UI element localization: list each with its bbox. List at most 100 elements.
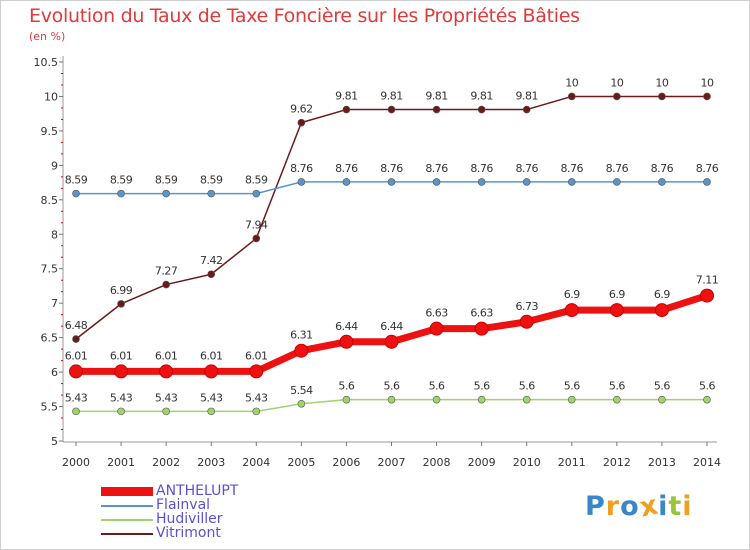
- series-line-vitrimont: [75, 95, 707, 340]
- data-label-flainval: 8.76: [425, 162, 448, 175]
- data-label-vitrimont: 9.62: [290, 103, 313, 116]
- data-label-anthelupt: 6.9: [609, 288, 625, 301]
- data-point-flainval: [658, 178, 666, 186]
- y-tick-label: 8.5: [41, 194, 59, 207]
- y-tick-label: 5.5: [41, 401, 59, 414]
- data-point-flainval: [432, 178, 441, 186]
- data-point-flainval: [567, 178, 576, 186]
- legend-label: Flainval: [156, 497, 211, 513]
- data-point-anthelupt: [384, 334, 399, 349]
- data-point-flainval: [72, 189, 80, 198]
- data-point-anthelupt: [429, 321, 444, 336]
- data-label-anthelupt: 6.31: [290, 329, 313, 342]
- y-tick-label: 6.5: [41, 332, 59, 345]
- data-label-flainval: 8.76: [380, 162, 403, 175]
- legend-swatch: [101, 487, 153, 496]
- data-point-flainval: [297, 178, 306, 186]
- data-label-flainval: 8.76: [335, 162, 358, 175]
- data-point-anthelupt: [564, 303, 579, 318]
- data-point-flainval: [252, 189, 261, 198]
- y-tick-label: 6: [51, 366, 58, 379]
- data-label-vitrimont: 10: [655, 76, 668, 89]
- data-label-anthelupt: 6.44: [380, 320, 403, 333]
- data-label-hudiviller: 5.43: [110, 391, 133, 404]
- x-tick-label: 2001: [107, 456, 135, 469]
- data-point-hudiviller: [658, 395, 666, 404]
- data-label-flainval: 8.76: [561, 162, 584, 175]
- legend-item-hudiviller: Hudiviller: [101, 511, 361, 528]
- data-point-flainval: [342, 178, 351, 186]
- data-label-vitrimont: 9.81: [515, 90, 538, 103]
- data-label-hudiviller: 5.6: [654, 380, 670, 393]
- data-label-hudiviller: 5.6: [519, 380, 535, 393]
- data-label-flainval: 8.59: [200, 174, 223, 187]
- data-label-hudiviller: 5.43: [200, 391, 223, 404]
- x-tick-label: 2011: [558, 456, 586, 469]
- data-label-flainval: 8.76: [606, 162, 629, 175]
- data-point-flainval: [117, 189, 125, 198]
- data-label-hudiviller: 5.43: [65, 391, 88, 404]
- legend-item-flainval: Flainval: [101, 497, 361, 514]
- x-tick-label: 2007: [378, 456, 406, 469]
- logo-letter: i: [682, 491, 693, 522]
- x-tick-label: 2000: [62, 456, 90, 469]
- x-tick-label: 2008: [423, 456, 451, 469]
- data-label-hudiviller: 5.43: [245, 391, 268, 404]
- data-point-hudiviller: [432, 395, 441, 404]
- data-label-anthelupt: 6.01: [155, 349, 178, 362]
- legend-swatch: [101, 533, 153, 535]
- logo-letter: o: [620, 491, 640, 522]
- data-point-vitrimont: [252, 234, 261, 243]
- data-label-flainval: 8.59: [155, 174, 178, 187]
- legend-item-anthelupt: ANTHELUPT: [101, 483, 361, 500]
- data-point-hudiviller: [522, 395, 531, 404]
- data-point-vitrimont: [658, 92, 666, 101]
- y-tick-label: 8: [51, 228, 58, 241]
- data-point-anthelupt: [159, 364, 174, 379]
- data-label-anthelupt: 6.63: [425, 307, 448, 320]
- data-point-vitrimont: [162, 280, 170, 289]
- data-label-anthelupt: 6.01: [110, 349, 133, 362]
- chart-unit-label: (en %): [29, 30, 66, 43]
- legend-label: Vitrimont: [156, 525, 221, 541]
- data-point-vitrimont: [522, 105, 531, 114]
- data-label-hudiviller: 5.6: [564, 380, 580, 393]
- data-point-hudiviller: [477, 395, 486, 404]
- data-label-vitrimont: 9.81: [380, 90, 403, 103]
- x-tick-label: 2010: [513, 456, 541, 469]
- data-point-hudiviller: [703, 395, 711, 404]
- data-point-hudiviller: [207, 407, 216, 416]
- data-label-vitrimont: 7.94: [245, 218, 268, 231]
- y-tick-label: 7: [51, 297, 58, 310]
- data-point-anthelupt: [700, 288, 714, 303]
- chart-title: Evolution du Taux de Taxe Foncière sur l…: [29, 5, 580, 27]
- data-label-flainval: 8.76: [290, 162, 313, 175]
- data-point-anthelupt: [474, 321, 489, 336]
- data-point-anthelupt: [249, 364, 264, 379]
- data-point-vitrimont: [297, 118, 306, 127]
- x-tick-label: 2005: [287, 456, 315, 469]
- data-label-flainval: 8.59: [65, 174, 88, 187]
- data-point-anthelupt: [654, 303, 669, 318]
- data-label-vitrimont: 6.48: [65, 319, 88, 332]
- y-tick-label: 10.5: [34, 56, 59, 69]
- data-point-vitrimont: [342, 105, 351, 114]
- data-point-vitrimont: [567, 92, 576, 101]
- data-label-anthelupt: 6.01: [200, 349, 223, 362]
- data-label-hudiviller: 5.6: [384, 380, 400, 393]
- data-point-hudiviller: [117, 407, 125, 416]
- x-tick-label: 2012: [603, 456, 631, 469]
- data-point-flainval: [387, 178, 396, 186]
- data-label-flainval: 8.59: [245, 174, 268, 187]
- data-point-flainval: [477, 178, 486, 186]
- logo-letter: t: [668, 491, 683, 522]
- data-point-anthelupt: [339, 334, 354, 349]
- data-label-hudiviller: 5.6: [699, 380, 715, 393]
- data-label-anthelupt: 6.9: [564, 288, 580, 301]
- logo-letter: P: [585, 491, 606, 522]
- y-tick-label: 9: [51, 159, 58, 172]
- data-label-anthelupt: 7.11: [696, 274, 719, 287]
- legend-swatch: [101, 519, 153, 521]
- y-tick-label: 5: [51, 435, 58, 448]
